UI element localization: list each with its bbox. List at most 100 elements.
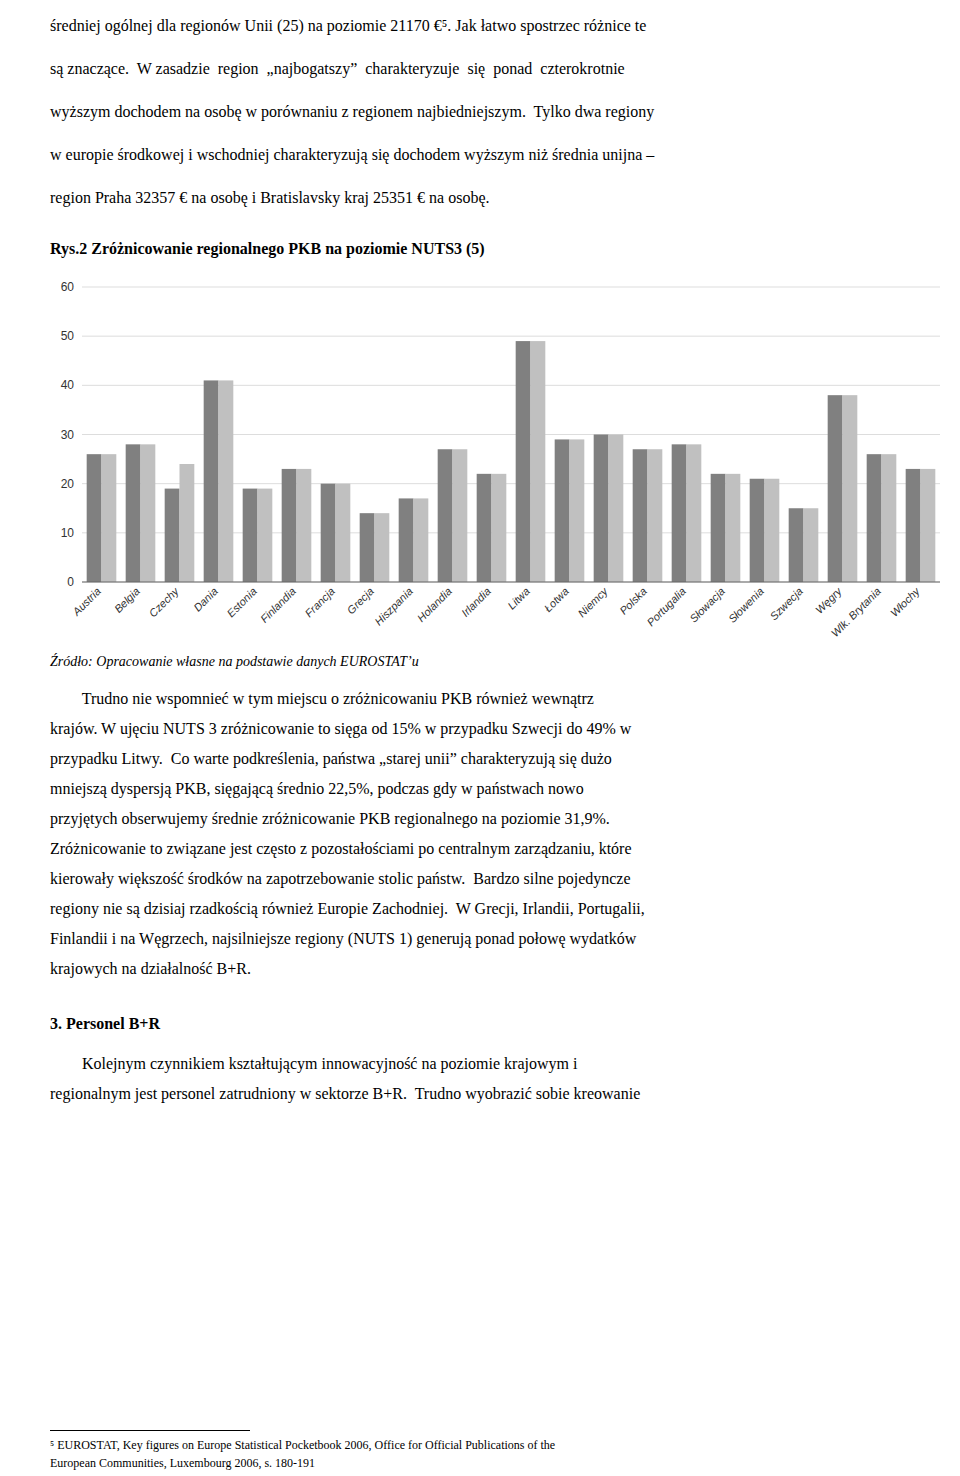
x-tick-label: Niemcy xyxy=(575,584,610,619)
bars xyxy=(87,341,936,582)
x-tick-label: Słowacja xyxy=(687,585,727,625)
bar xyxy=(180,464,195,582)
bar xyxy=(672,444,687,582)
paragraph-line: mniejszą dyspersją PKB, sięgającą średni… xyxy=(50,779,584,798)
paragraph-line: są znaczące. W zasadzie region „najbogat… xyxy=(50,59,625,78)
bar xyxy=(453,449,468,582)
x-tick-label: Hiszpania xyxy=(372,585,415,628)
paragraph-line: Zróżnicowanie to związane jest często z … xyxy=(50,839,632,858)
bar xyxy=(360,513,375,582)
footnote-rule xyxy=(50,1430,250,1431)
bar xyxy=(765,479,780,582)
bar xyxy=(555,439,570,582)
grid-line xyxy=(82,582,940,583)
bar xyxy=(414,498,429,582)
paragraph-line: Finlandii i na Węgrzech, najsilniejsze r… xyxy=(50,929,636,948)
bar xyxy=(687,444,702,582)
y-tick-label: 50 xyxy=(61,329,75,343)
paragraph-line: regionalnym jest personel zatrudniony w … xyxy=(50,1084,640,1103)
x-tick-label: Łotwa xyxy=(542,585,571,614)
bar xyxy=(531,341,546,582)
x-tick-label: Portugalia xyxy=(644,585,688,629)
x-tick-label: Austria xyxy=(70,585,103,618)
grid-line xyxy=(82,287,940,288)
bar xyxy=(828,395,843,582)
x-tick-label: Irlandia xyxy=(459,585,493,619)
bar xyxy=(87,454,102,582)
x-tick-label: Dania xyxy=(191,585,220,614)
x-tick-label: Szwecja xyxy=(767,585,804,622)
y-tick-label: 60 xyxy=(61,280,75,294)
x-tick-label: Węgry xyxy=(813,584,845,616)
paragraph-line: Kolejnym czynnikiem kształtującym innowa… xyxy=(50,1054,577,1073)
bar xyxy=(867,454,882,582)
paragraph-line: krajowych na działalność B+R. xyxy=(50,959,251,978)
x-tick-label: Finlandia xyxy=(258,585,298,625)
paragraph-line: regiony nie są dzisiaj rzadkością równie… xyxy=(50,899,645,918)
bar xyxy=(906,469,921,582)
x-tick-label: Holandia xyxy=(415,585,454,624)
x-axis-line xyxy=(82,582,940,583)
chart: 0102030405060AustriaBelgiaCzechyDaniaEst… xyxy=(0,0,960,1476)
paragraph-line: przyjętych obserwujemy średnie zróżnicow… xyxy=(50,809,610,828)
y-tick-label: 20 xyxy=(61,477,75,491)
grid-line xyxy=(82,336,940,337)
bar xyxy=(648,449,663,582)
bar xyxy=(570,439,585,582)
source-note: Źródło: Opracowanie własne na podstawie … xyxy=(50,654,419,671)
bar xyxy=(375,513,390,582)
bar xyxy=(516,341,531,582)
bar xyxy=(258,489,273,582)
bar xyxy=(141,444,156,582)
x-tick-label: Francja xyxy=(302,585,336,619)
bar xyxy=(882,454,897,582)
y-tick-label: 10 xyxy=(61,526,75,540)
paragraph-line: w europie środkowej i wschodniej charakt… xyxy=(50,145,654,164)
footnote-line: ⁵ EUROSTAT, Key figures on Europe Statis… xyxy=(50,1438,555,1452)
bar xyxy=(921,469,936,582)
bar xyxy=(750,479,765,582)
bar xyxy=(711,474,726,582)
x-tick-label: Grecja xyxy=(345,585,376,616)
paragraph-line: wyższym dochodem na osobę w porównaniu z… xyxy=(50,102,654,121)
footnote-line: European Communities, Luxembourg 2006, s… xyxy=(50,1456,315,1470)
x-tick-label: Czechy xyxy=(146,584,181,619)
x-tick-label: Estonia xyxy=(224,585,258,619)
bar xyxy=(633,449,648,582)
bar xyxy=(297,469,312,582)
paragraph-line: Trudno nie wspomnieć w tym miejscu o zró… xyxy=(50,689,594,708)
x-tick-label: Litwa xyxy=(505,585,532,612)
bar xyxy=(804,508,819,582)
bar xyxy=(204,380,219,582)
bar xyxy=(126,444,141,582)
bar xyxy=(243,489,258,582)
paragraph-line: przypadku Litwy. Co warte podkreślenia, … xyxy=(50,749,612,768)
bar xyxy=(219,380,234,582)
bar xyxy=(594,435,609,583)
bar xyxy=(609,435,624,583)
bar xyxy=(726,474,741,582)
x-tick-label: Polska xyxy=(617,585,649,617)
bar xyxy=(843,395,858,582)
bar xyxy=(321,484,336,582)
x-tick-label: Włochy xyxy=(888,584,923,619)
bar xyxy=(282,469,297,582)
bar xyxy=(477,474,492,582)
bar xyxy=(102,454,117,582)
bar xyxy=(789,508,804,582)
bar xyxy=(438,449,453,582)
bar xyxy=(165,489,180,582)
y-tick-label: 0 xyxy=(67,575,74,589)
paragraph-line: kierowały większość środków na zapotrzeb… xyxy=(50,869,631,888)
bar xyxy=(399,498,414,582)
bar xyxy=(336,484,351,582)
section-title: 3. Personel B+R xyxy=(50,1014,160,1033)
bar xyxy=(492,474,507,582)
chart-title: Rys.2 Zróżnicowanie regionalnego PKB na … xyxy=(50,239,485,258)
paragraph-line: średniej ogólnej dla regionów Unii (25) … xyxy=(50,16,646,35)
paragraph-line: krajów. W ujęciu NUTS 3 zróżnicowanie to… xyxy=(50,719,631,738)
y-tick-label: 30 xyxy=(61,428,75,442)
paragraph-line: region Praha 32357 € na osobę i Bratisla… xyxy=(50,188,489,207)
x-tick-label: Wlk. Brytania xyxy=(829,585,883,639)
y-tick-label: 40 xyxy=(61,378,75,392)
